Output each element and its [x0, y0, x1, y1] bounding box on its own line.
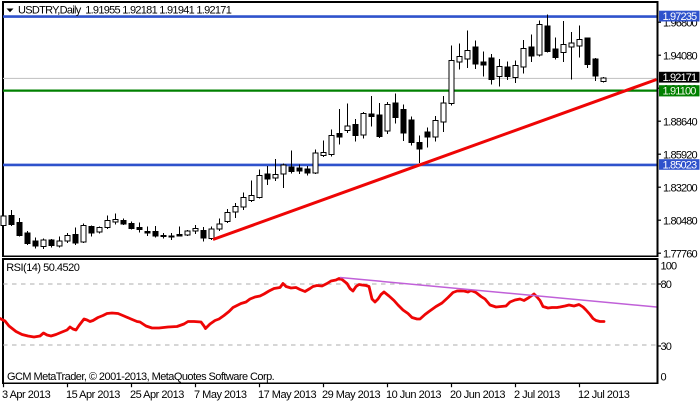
svg-text:1.88640: 1.88640 [663, 117, 698, 129]
svg-text:17 May 2013: 17 May 2013 [258, 389, 316, 401]
svg-text:29 May 2013: 29 May 2013 [322, 389, 380, 401]
svg-text:1.91955 1.92181 1.91941 1.9217: 1.91955 1.92181 1.91941 1.92171 [85, 5, 232, 17]
svg-text:RSI(14) 50.4520: RSI(14) 50.4520 [6, 262, 80, 274]
svg-text:80: 80 [661, 279, 672, 291]
svg-text:12 Jul 2013: 12 Jul 2013 [578, 389, 630, 401]
svg-text:10 Jun 2013: 10 Jun 2013 [386, 389, 441, 401]
svg-text:25 Apr 2013: 25 Apr 2013 [130, 389, 184, 401]
svg-text:GCM MetaTrader, © 2001-2013, M: GCM MetaTrader, © 2001-2013, MetaQuotes … [7, 371, 275, 383]
svg-text:1.77760: 1.77760 [663, 249, 698, 261]
svg-text:3 Apr 2013: 3 Apr 2013 [2, 389, 51, 401]
svg-text:1.94080: 1.94080 [663, 51, 698, 63]
svg-text:0: 0 [661, 372, 667, 384]
svg-text:2 Jul 2013: 2 Jul 2013 [514, 389, 560, 401]
svg-text:1.85920: 1.85920 [663, 150, 698, 162]
svg-text:1.97235: 1.97235 [663, 11, 698, 23]
svg-text:USDTRY,Daily: USDTRY,Daily [18, 5, 82, 17]
svg-text:1.83200: 1.83200 [663, 183, 698, 195]
svg-text:1.91100: 1.91100 [663, 86, 697, 98]
svg-text:7 May 2013: 7 May 2013 [194, 389, 247, 401]
svg-text:1.85023: 1.85023 [663, 159, 698, 171]
svg-text:1.92171: 1.92171 [663, 72, 698, 84]
svg-text:20 Jun 2013: 20 Jun 2013 [450, 389, 505, 401]
svg-text:1.80480: 1.80480 [663, 216, 698, 228]
svg-text:100: 100 [661, 260, 678, 272]
svg-text:30: 30 [661, 341, 672, 353]
svg-text:15 Apr 2013: 15 Apr 2013 [66, 389, 120, 401]
